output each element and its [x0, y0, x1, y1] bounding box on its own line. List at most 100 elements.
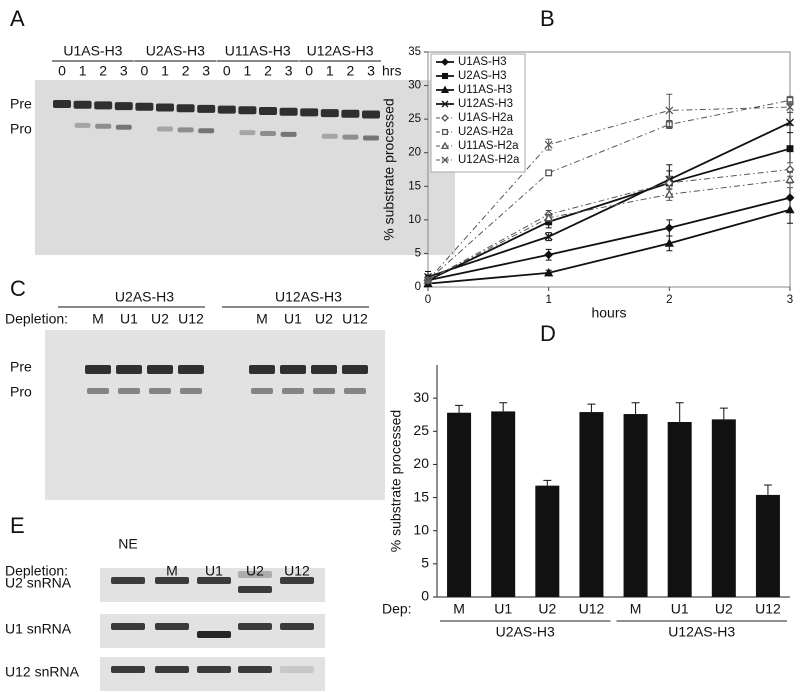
band-label: Pro	[10, 121, 32, 137]
gel-band	[147, 365, 173, 374]
marker	[441, 128, 449, 136]
lane-label: U2	[151, 311, 169, 327]
timepoint-label: 0	[141, 63, 149, 79]
panel-label: C	[10, 276, 26, 301]
gel-band	[341, 109, 360, 118]
marker	[785, 174, 795, 184]
y-tick-label: 35	[408, 46, 421, 58]
legend-label: U1AS-H3	[458, 56, 507, 68]
gel-band	[197, 104, 216, 113]
gel-band	[249, 365, 275, 374]
legend-label: U12AS-H3	[458, 98, 513, 110]
gel-band	[280, 131, 297, 137]
lane-label: M	[166, 563, 178, 579]
gel-band	[114, 102, 133, 111]
marker	[544, 268, 554, 277]
x-tick-label: U12	[755, 601, 781, 617]
gel-band	[362, 110, 380, 119]
gel-band	[85, 365, 111, 374]
gel-band	[118, 388, 140, 394]
y-axis-label: % substrate processed	[388, 410, 404, 552]
gel-band	[116, 365, 142, 374]
x-tick-label: 0	[425, 294, 431, 306]
timepoint-label: 0	[305, 63, 313, 79]
gel-image	[100, 568, 325, 602]
gel-band	[87, 388, 109, 394]
gel-band	[280, 623, 314, 630]
marker	[441, 156, 449, 164]
gel-band	[217, 105, 236, 114]
error-bar	[763, 484, 772, 495]
x-tick-label: 3	[787, 294, 793, 306]
row-label: U2 snRNA	[5, 575, 72, 591]
gel-band	[53, 100, 71, 108]
marker	[786, 118, 794, 127]
timepoint-label: 3	[285, 63, 293, 79]
y-tick-label: 10	[413, 521, 429, 537]
gel-band	[280, 666, 314, 673]
panel-label: B	[540, 6, 555, 31]
gel-band	[311, 365, 337, 374]
y-tick-label: 20	[408, 147, 421, 159]
gel-band	[282, 388, 304, 394]
gel-band	[238, 571, 272, 578]
x-tick-label: 2	[666, 294, 672, 306]
legend-label: U1AS-H2a	[458, 112, 514, 124]
marker	[664, 238, 674, 247]
marker	[544, 250, 554, 260]
gel-band	[180, 388, 202, 394]
depletion-label: Depletion:	[5, 311, 68, 327]
construct-label: U1AS-H3	[63, 43, 122, 59]
timepoint-label: 1	[161, 63, 169, 79]
gel-band	[73, 100, 92, 109]
gel-band	[177, 127, 194, 133]
timepoint-label: 3	[367, 63, 375, 79]
series-line	[427, 121, 791, 278]
gel-band	[94, 101, 113, 110]
bar	[579, 412, 604, 597]
marker	[544, 213, 554, 222]
y-tick-label: 25	[413, 422, 429, 438]
lane-label: U2	[246, 563, 264, 579]
gel-band	[342, 365, 368, 374]
gel-band	[198, 128, 215, 134]
legend-label: U12AS-H2a	[458, 154, 520, 166]
gel-band	[239, 130, 256, 136]
y-tick-label: 20	[413, 455, 429, 471]
gel-band	[176, 104, 195, 113]
depletion-label: Depletion:	[5, 563, 68, 579]
construct-label: U2AS-H3	[115, 289, 174, 305]
construct-label: U2AS-H3	[146, 43, 205, 59]
band-label: Pro	[10, 384, 32, 400]
legend-label: U11AS-H2a	[458, 140, 519, 152]
y-tick-label: 15	[408, 180, 421, 192]
error-bar	[455, 404, 464, 413]
timepoint-label: 2	[264, 63, 272, 79]
gel-band	[111, 577, 145, 584]
legend-label: U11AS-H3	[458, 84, 512, 96]
bar	[491, 411, 516, 597]
x-tick-label: 1	[545, 294, 551, 306]
band-label: Pre	[10, 359, 32, 375]
y-tick-label: 5	[421, 555, 429, 571]
marker	[440, 85, 450, 94]
timepoint-label: 1	[326, 63, 334, 79]
gel-band	[259, 107, 277, 115]
timepoint-label: 3	[202, 63, 210, 79]
error-bar	[543, 479, 552, 486]
y-tick-label: 10	[408, 214, 421, 226]
gel-band	[156, 103, 174, 112]
y-tick-label: 0	[415, 281, 421, 293]
panel-label: A	[10, 6, 25, 31]
lane-label: U2	[315, 311, 333, 327]
gel-band	[260, 131, 276, 136]
marker	[786, 103, 794, 112]
y-tick-label: 0	[421, 588, 429, 604]
gel-band	[111, 623, 145, 630]
error-bar	[499, 402, 508, 412]
y-tick-label: 5	[415, 247, 421, 259]
gel-band	[74, 122, 91, 128]
lane-label: U1	[120, 311, 138, 327]
error-bar	[587, 403, 596, 413]
